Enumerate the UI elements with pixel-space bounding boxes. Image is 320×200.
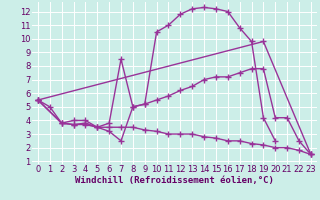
X-axis label: Windchill (Refroidissement éolien,°C): Windchill (Refroidissement éolien,°C) xyxy=(75,176,274,185)
